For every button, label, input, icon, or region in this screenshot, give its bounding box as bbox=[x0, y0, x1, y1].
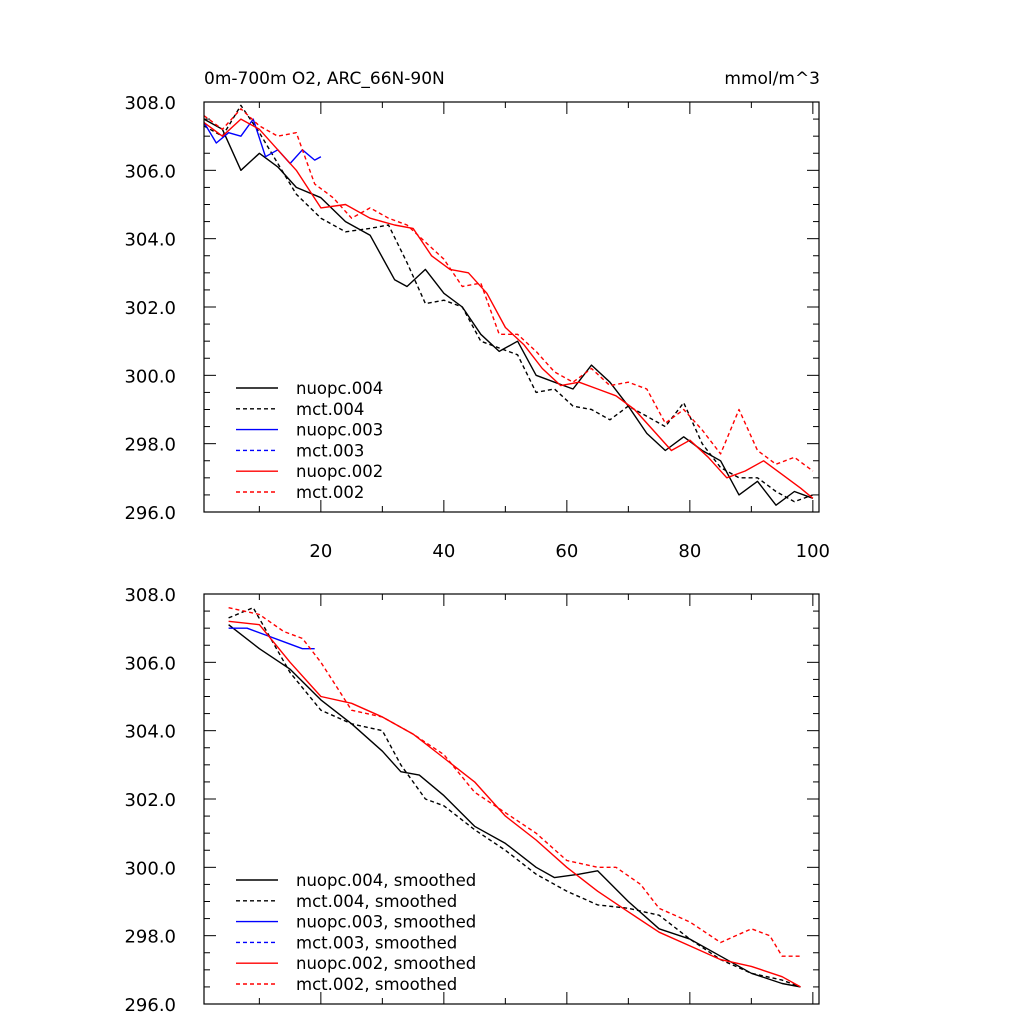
bottom-panel-ticks: 296.0 298.0 300.0 302.0 304.0 306.0 308.0 bbox=[124, 585, 819, 1016]
legend-label: mct.002, smoothed bbox=[296, 975, 457, 994]
legend-label: mct.002 bbox=[296, 483, 364, 502]
legend-label: nuopc.003, smoothed bbox=[296, 913, 476, 932]
series-line bbox=[203, 118, 814, 499]
legend-label: nuopc.002 bbox=[296, 462, 383, 481]
series-line bbox=[203, 118, 322, 165]
top-panel-frame bbox=[203, 101, 820, 513]
y-tick-label: 298.0 bbox=[124, 927, 176, 948]
y-tick-label: 306.0 bbox=[124, 653, 176, 674]
bottom-panel-frame bbox=[203, 593, 820, 1005]
y-tick-label: 296.0 bbox=[124, 503, 176, 524]
y-tick-label: 300.0 bbox=[124, 366, 176, 387]
series-line bbox=[228, 624, 801, 988]
legend-label: nuopc.002, smoothed bbox=[296, 954, 476, 973]
legend-label: nuopc.004 bbox=[296, 379, 383, 398]
x-tick-label: 100 bbox=[796, 541, 830, 562]
legend-label: nuopc.004, smoothed bbox=[296, 871, 476, 890]
x-tick-label: 40 bbox=[432, 541, 455, 562]
x-tick-label: 20 bbox=[309, 541, 332, 562]
bottom-panel: 296.0 298.0 300.0 302.0 304.0 306.0 308.0 nuop… bbox=[124, 585, 820, 1016]
y-tick-label: 304.0 bbox=[124, 722, 176, 743]
bottom-panel-series bbox=[228, 607, 801, 988]
legend-label: mct.004, smoothed bbox=[296, 892, 457, 911]
y-tick-label: 304.0 bbox=[124, 230, 176, 251]
x-tick-label: 60 bbox=[555, 541, 578, 562]
units-label: mmol/m^3 bbox=[724, 69, 820, 89]
series-line bbox=[203, 108, 814, 472]
legend-label: nuopc.003 bbox=[296, 421, 383, 440]
y-tick-label: 308.0 bbox=[124, 585, 176, 606]
series-line bbox=[203, 118, 814, 506]
x-tick-label: 80 bbox=[678, 541, 701, 562]
series-line bbox=[228, 620, 801, 988]
legend-label: mct.004 bbox=[296, 400, 364, 419]
series-line bbox=[228, 627, 315, 650]
series-line bbox=[228, 607, 801, 988]
y-tick-label: 296.0 bbox=[124, 995, 176, 1016]
y-tick-label: 298.0 bbox=[124, 435, 176, 456]
top-panel-ticks: 296.0 298.0 300.0 302.0 304.0 306.0 308.0 20 40 6… bbox=[124, 93, 830, 562]
legend-label: mct.003 bbox=[296, 441, 364, 460]
y-tick-label: 308.0 bbox=[124, 93, 176, 114]
series-line bbox=[228, 607, 801, 957]
legend-label: mct.003, smoothed bbox=[296, 933, 457, 952]
series-line bbox=[203, 104, 814, 503]
chart-title: 0m-700m O2, ARC_66N-90N bbox=[204, 69, 445, 89]
y-tick-label: 306.0 bbox=[124, 161, 176, 182]
bottom-panel-legend: nuopc.004, smoothed mct.004, smoothed nuop… bbox=[236, 871, 476, 994]
top-panel: 296.0 298.0 300.0 302.0 304.0 306.0 308.0 20 40 6… bbox=[124, 93, 830, 562]
y-tick-label: 302.0 bbox=[124, 298, 176, 319]
y-tick-label: 300.0 bbox=[124, 858, 176, 879]
y-tick-label: 302.0 bbox=[124, 790, 176, 811]
top-panel-series bbox=[203, 104, 814, 506]
